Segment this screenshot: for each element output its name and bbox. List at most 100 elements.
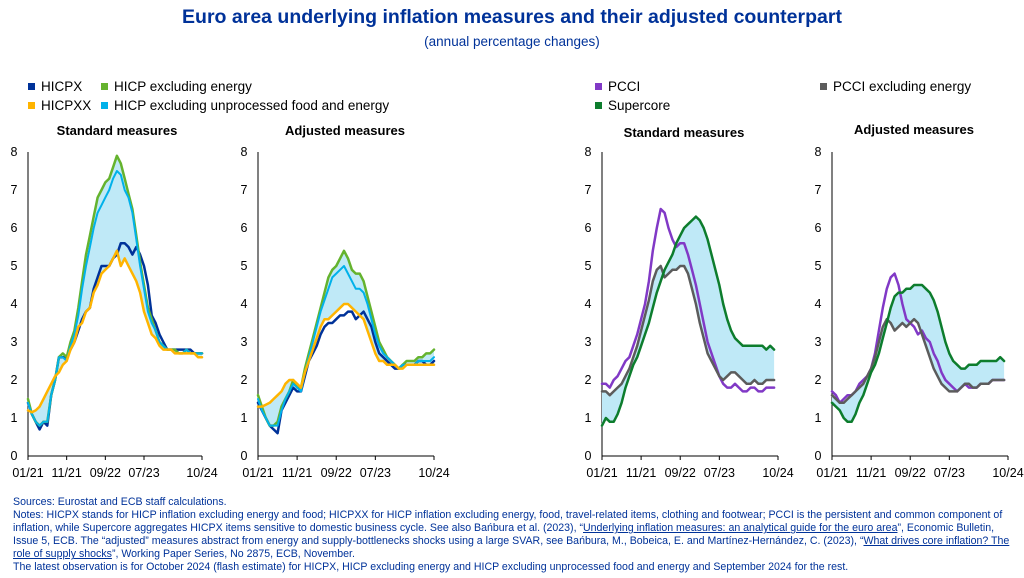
chart-subtitle: (annual percentage changes) bbox=[424, 34, 600, 49]
series-line-supercore bbox=[600, 215, 776, 427]
legend-label-hicpx: HICPX bbox=[41, 79, 83, 94]
x-tick-label: 09/22 bbox=[321, 466, 352, 480]
y-tick-label: 5 bbox=[11, 259, 18, 273]
x-tick-label: 01/21 bbox=[242, 466, 273, 480]
y-tick-label: 1 bbox=[11, 411, 18, 425]
x-tick-label: 07/23 bbox=[704, 466, 735, 480]
shaded-band bbox=[258, 250, 434, 426]
x-tick-label: 01/21 bbox=[816, 466, 847, 480]
y-tick-label: 1 bbox=[585, 411, 592, 425]
x-tick-label: 07/23 bbox=[360, 466, 391, 480]
legend-swatch-hicp-excl-energy bbox=[101, 83, 108, 90]
y-tick-label: 3 bbox=[585, 335, 592, 349]
y-tick-label: 7 bbox=[11, 183, 18, 197]
chart-panel-1: Standard measures 0 1 2 3 4 5 6 7 8 01/21 11/21 09/2… bbox=[11, 123, 218, 480]
y-tick-label: 7 bbox=[585, 183, 592, 197]
legend-item-pcci: PCCI bbox=[595, 79, 640, 94]
y-tick-label: 2 bbox=[815, 373, 822, 387]
notes-text-2: ”, Economic Bulletin, Issue 5, ECB. The … bbox=[13, 522, 995, 548]
y-tick-label: 3 bbox=[241, 335, 248, 349]
x-tick-label: 11/21 bbox=[51, 466, 81, 480]
y-tick-label: 8 bbox=[815, 145, 822, 159]
series-line-hicpxx bbox=[26, 249, 204, 414]
y-tick-label: 4 bbox=[585, 297, 592, 311]
shaded-band bbox=[832, 285, 1005, 422]
y-tick-label: 0 bbox=[241, 449, 248, 463]
legend-item-supercore: Supercore bbox=[595, 98, 670, 113]
x-tick-label: 11/21 bbox=[282, 466, 312, 480]
legend-item-hicpxx: HICPXX bbox=[28, 98, 91, 113]
series-line-hicpx bbox=[26, 241, 204, 431]
link-underlying-inflation-guide[interactable]: Underlying inflation measures: an analyt… bbox=[583, 522, 898, 535]
latest-observation-note: The latest observation is for October 20… bbox=[13, 561, 849, 574]
panel-title: Standard measures bbox=[57, 123, 178, 138]
y-tick-label: 6 bbox=[815, 221, 822, 235]
legend-label-hicp-excl-energy: HICP excluding energy bbox=[114, 79, 252, 94]
x-tick-label: 09/22 bbox=[90, 466, 121, 480]
legend-item-pcci-excl-energy: PCCI excluding energy bbox=[820, 79, 971, 94]
y-tick-label: 6 bbox=[585, 221, 592, 235]
y-tick-label: 3 bbox=[815, 335, 822, 349]
legend-label-supercore: Supercore bbox=[608, 98, 671, 113]
y-tick-label: 2 bbox=[11, 373, 18, 387]
y-tick-label: 1 bbox=[241, 411, 248, 425]
series-line-supercore bbox=[830, 283, 1006, 424]
panel-title: Adjusted measures bbox=[854, 122, 974, 137]
series-line-hicpx bbox=[256, 310, 436, 435]
y-tick-label: 4 bbox=[241, 297, 248, 311]
shaded-band bbox=[28, 155, 202, 426]
y-tick-label: 5 bbox=[585, 259, 592, 273]
legend-swatch-pcci-excl-energy bbox=[820, 83, 827, 90]
y-tick-label: 8 bbox=[11, 145, 18, 159]
y-tick-label: 4 bbox=[815, 297, 822, 311]
x-tick-label: 01/21 bbox=[586, 466, 617, 480]
x-tick-label: 09/22 bbox=[895, 466, 926, 480]
legend-swatch-hicpxx bbox=[28, 102, 35, 109]
legend-label-hicpxx: HICPXX bbox=[41, 98, 92, 113]
series-line-pcci bbox=[600, 207, 776, 393]
notes-text-1: Notes: HICPX stands for HICP inflation e… bbox=[13, 509, 1003, 535]
y-tick-label: 2 bbox=[585, 373, 592, 387]
link-core-inflation-paper[interactable]: What drives core inflation? The role of … bbox=[13, 535, 1010, 561]
y-tick-label: 0 bbox=[11, 449, 18, 463]
series-line-hicp-excluding-unprocessed-food-and-energy bbox=[257, 265, 435, 427]
x-tick-label: 10/24 bbox=[992, 466, 1023, 480]
y-tick-label: 1 bbox=[815, 411, 822, 425]
x-tick-label: 10/24 bbox=[418, 466, 449, 480]
y-tick-label: 5 bbox=[241, 259, 248, 273]
y-tick-label: 2 bbox=[241, 373, 248, 387]
y-tick-label: 4 bbox=[11, 297, 18, 311]
y-tick-label: 5 bbox=[815, 259, 822, 273]
y-tick-label: 8 bbox=[585, 145, 592, 159]
y-tick-label: 3 bbox=[11, 335, 18, 349]
legend-label-pcci-excl-energy: PCCI excluding energy bbox=[833, 79, 972, 94]
legend-swatch-supercore bbox=[595, 102, 602, 109]
shaded-band bbox=[602, 216, 775, 426]
panel-title: Standard measures bbox=[624, 125, 745, 140]
x-tick-label: 01/21 bbox=[12, 466, 43, 480]
y-tick-label: 8 bbox=[241, 145, 248, 159]
y-tick-label: 0 bbox=[815, 449, 822, 463]
legend-swatch-hicpx bbox=[28, 83, 35, 90]
legend-label-hicp-excl-unproc: HICP excluding unprocessed food and ener… bbox=[114, 98, 390, 113]
x-tick-label: 10/24 bbox=[762, 466, 793, 480]
legend-label-pcci: PCCI bbox=[608, 79, 641, 94]
y-tick-label: 6 bbox=[11, 221, 18, 235]
x-tick-label: 07/23 bbox=[128, 466, 159, 480]
x-tick-label: 10/24 bbox=[186, 466, 217, 480]
legend-swatch-pcci bbox=[595, 83, 602, 90]
legend-swatch-hicp-excl-unproc bbox=[101, 102, 108, 109]
x-tick-label: 11/21 bbox=[626, 466, 656, 480]
chart-title: Euro area underlying inflation measures … bbox=[182, 6, 842, 28]
charts-canvas: Standard measures 0 1 2 3 4 5 6 7 8 01/21 11/21 09/2… bbox=[11, 122, 1024, 480]
y-tick-label: 6 bbox=[241, 221, 248, 235]
y-tick-label: 7 bbox=[815, 183, 822, 197]
panel-title: Adjusted measures bbox=[285, 123, 405, 138]
x-tick-label: 07/23 bbox=[934, 466, 965, 480]
chart-panel-2: Adjusted measures 0 1 2 3 4 5 6 7 8 01/21 11/21 09/2… bbox=[241, 123, 450, 480]
series-line-pcci-excluding-energy bbox=[830, 317, 1006, 405]
footnotes: Sources: Eurostat and ECB staff calculat… bbox=[13, 496, 1013, 575]
legend-item-hicpx: HICPX bbox=[28, 79, 82, 94]
x-tick-label: 09/22 bbox=[665, 466, 696, 480]
chart-panel-3: Standard measures 0 1 2 3 4 5 6 7 8 01/21 11/21 09/2… bbox=[585, 125, 794, 480]
